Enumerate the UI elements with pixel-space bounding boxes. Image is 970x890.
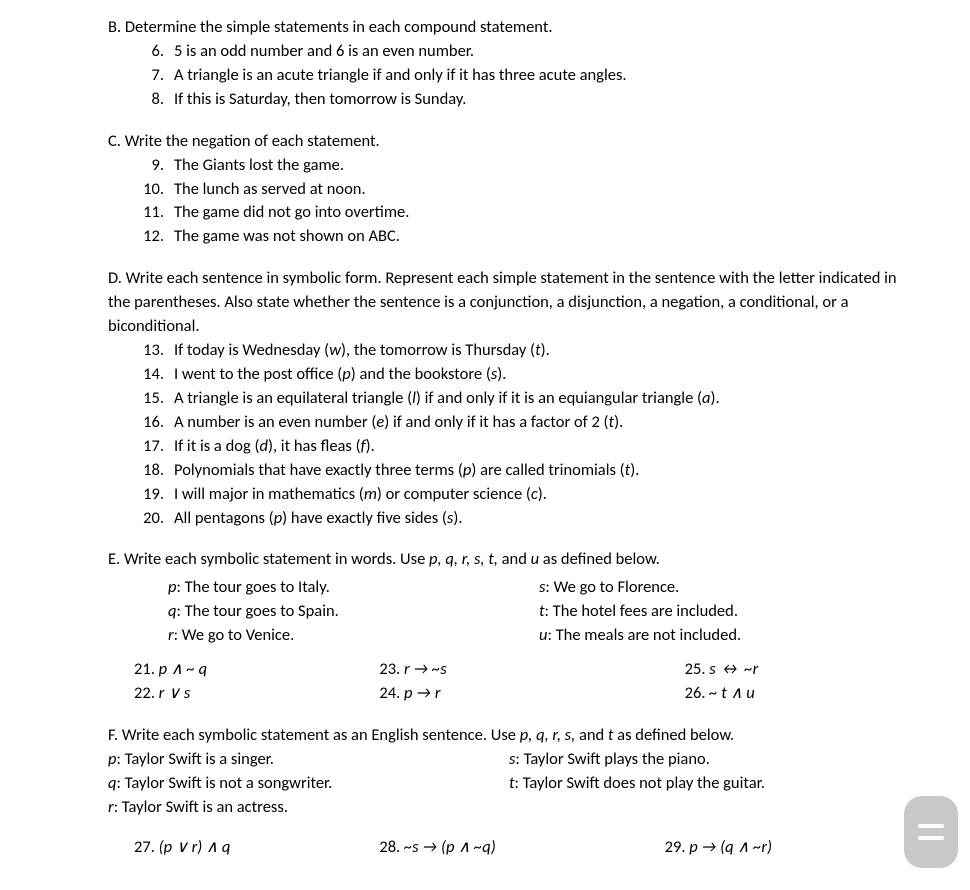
menu-icon [918, 836, 944, 840]
list-item: 12. The game was not shown on ABC. [134, 225, 910, 249]
section-f-heading: F. Write each symbolic statement as an E… [108, 724, 910, 748]
list-item: 18. Polynomials that have exactly three … [134, 459, 910, 483]
item-number: 11. [134, 201, 174, 225]
section-b-heading: B. Determine the simple statements in ea… [108, 16, 910, 40]
item-number: 6. [134, 40, 174, 64]
item-number: 12. [134, 225, 174, 249]
item-number: 14. [134, 363, 174, 387]
def-item: s: Taylor Swift plays the piano. [509, 748, 910, 772]
def-item: u: The meals are not included. [539, 624, 910, 648]
expr-item: 22. r ∨ s [108, 682, 359, 706]
item-text: If it is a dog (d), it has fleas (f). [174, 435, 375, 459]
item-number: 7. [134, 64, 174, 88]
list-item: 11. The game did not go into overtime. [134, 201, 910, 225]
list-item: 10. The lunch as served at noon. [134, 178, 910, 202]
item-text: The Giants lost the game. [174, 154, 344, 178]
menu-icon [918, 824, 944, 828]
item-text: A triangle is an acute triangle if and o… [174, 64, 627, 88]
item-number: 20. [134, 507, 174, 531]
item-text: The game was not shown on ABC. [174, 225, 400, 249]
item-text: I went to the post office (p) and the bo… [174, 363, 506, 387]
item-number: 13. [134, 339, 174, 363]
section-e-expressions-row2: 22. r ∨ s 24. p → r 26. ~ t ∧ u [108, 682, 910, 706]
def-item: r: We go to Venice. [168, 624, 539, 648]
list-item: 9. The Giants lost the game. [134, 154, 910, 178]
item-number: 17. [134, 435, 174, 459]
expr-item: 21. p ∧ ~ q [108, 658, 359, 682]
item-text: All pentagons (p) have exactly five side… [174, 507, 463, 531]
item-text: A number is an even number (e) if and on… [174, 411, 623, 435]
section-e-heading: E. Write each symbolic statement in word… [108, 548, 910, 572]
def-item: t: Taylor Swift does not play the guitar… [509, 772, 910, 796]
section-c-heading: C. Write the negation of each statement. [108, 130, 910, 154]
item-number: 10. [134, 178, 174, 202]
item-number: 18. [134, 459, 174, 483]
list-item: 15. A triangle is an equilateral triangl… [134, 387, 910, 411]
section-b-list: 6. 5 is an odd number and 6 is an even n… [108, 40, 910, 112]
list-item: 6. 5 is an odd number and 6 is an even n… [134, 40, 910, 64]
defs-col-right: s: We go to Florence. t: The hotel fees … [539, 576, 910, 648]
section-d-heading: D. Write each sentence in symbolic form.… [108, 267, 910, 339]
list-item: 14. I went to the post office (p) and th… [134, 363, 910, 387]
expr-item: 24. p → r [359, 682, 604, 706]
item-text: Polynomials that have exactly three term… [174, 459, 639, 483]
item-text: I will major in mathematics (m) or compu… [174, 483, 547, 507]
menu-button[interactable] [904, 796, 958, 868]
defs-col-right: s: Taylor Swift plays the piano. t: Tayl… [509, 748, 910, 820]
def-item: r: Taylor Swift is an actress. [108, 796, 509, 820]
item-number: 15. [134, 387, 174, 411]
def-item: t: The hotel fees are included. [539, 600, 910, 624]
item-text: The game did not go into overtime. [174, 201, 409, 225]
list-item: 19. I will major in mathematics (m) or c… [134, 483, 910, 507]
document-page: B. Determine the simple statements in ea… [0, 0, 970, 890]
def-item: p: Taylor Swift is a singer. [108, 748, 509, 772]
section-c-list: 9. The Giants lost the game. 10. The lun… [108, 154, 910, 250]
def-item: q: Taylor Swift is not a songwriter. [108, 772, 509, 796]
list-item: 16. A number is an even number (e) if an… [134, 411, 910, 435]
list-item: 8. If this is Saturday, then tomorrow is… [134, 88, 910, 112]
item-text: A triangle is an equilateral triangle (l… [174, 387, 720, 411]
def-item: p: The tour goes to Italy. [168, 576, 539, 600]
expr-item: 26. ~ t ∧ u [605, 682, 910, 706]
list-item: 20. All pentagons (p) have exactly five … [134, 507, 910, 531]
section-e-definitions: p: The tour goes to Italy. q: The tour g… [108, 576, 910, 648]
list-item: 7. A triangle is an acute triangle if an… [134, 64, 910, 88]
def-item: q: The tour goes to Spain. [168, 600, 539, 624]
section-e-expressions-row1: 21. p ∧ ~ q 23. r → ~s 25. s ↔ ~r [108, 658, 910, 682]
section-f-expressions: 27. (p ∨ r) ∧ q 28. ~s → (p ∧ ~q) 29. p … [108, 836, 910, 860]
section-d-list: 13. If today is Wednesday (w), the tomor… [108, 339, 910, 530]
item-text: 5 is an odd number and 6 is an even numb… [174, 40, 474, 64]
expr-item: 25. s ↔ ~r [605, 658, 910, 682]
def-item: s: We go to Florence. [539, 576, 910, 600]
list-item: 13. If today is Wednesday (w), the tomor… [134, 339, 910, 363]
defs-col-left: p: Taylor Swift is a singer. q: Taylor S… [108, 748, 509, 820]
expr-item: 23. r → ~s [359, 658, 604, 682]
item-number: 19. [134, 483, 174, 507]
expr-item: 29. p → (q ∧ ~r) [625, 836, 910, 860]
item-number: 16. [134, 411, 174, 435]
defs-col-left: p: The tour goes to Italy. q: The tour g… [108, 576, 539, 648]
section-f-definitions: p: Taylor Swift is a singer. q: Taylor S… [108, 748, 910, 820]
expr-item: 28. ~s → (p ∧ ~q) [379, 836, 624, 860]
item-text: The lunch as served at noon. [174, 178, 366, 202]
item-text: If this is Saturday, then tomorrow is Su… [174, 88, 466, 112]
expr-item: 27. (p ∨ r) ∧ q [108, 836, 379, 860]
item-number: 9. [134, 154, 174, 178]
item-text: If today is Wednesday (w), the tomorrow … [174, 339, 550, 363]
item-number: 8. [134, 88, 174, 112]
list-item: 17. If it is a dog (d), it has fleas (f)… [134, 435, 910, 459]
